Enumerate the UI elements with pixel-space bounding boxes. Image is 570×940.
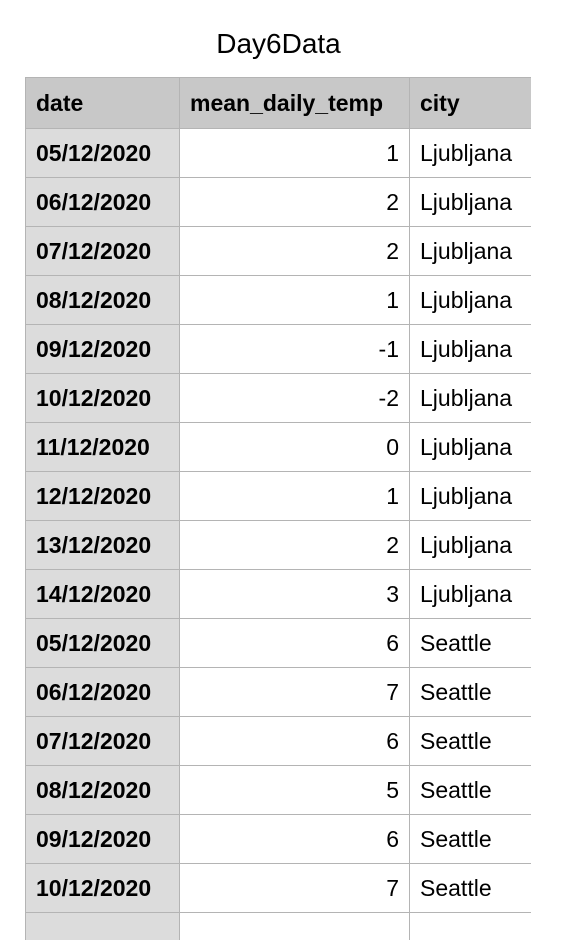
sheet-title: Day6Data: [216, 28, 341, 59]
cell-mean-daily-temp[interactable]: 5: [179, 765, 410, 815]
cell-date[interactable]: 14/12/2020: [25, 569, 180, 619]
cell-mean-daily-temp[interactable]: 2: [179, 520, 410, 570]
cell-date[interactable]: 12/12/2020: [25, 471, 180, 521]
table-row: 07/12/2020 6 Seattle: [25, 716, 531, 766]
cell-date[interactable]: 08/12/2020: [25, 765, 180, 815]
table-row: 05/12/2020 6 Seattle: [25, 618, 531, 668]
cell-mean-daily-temp[interactable]: 7: [179, 863, 410, 913]
cell-mean-daily-temp[interactable]: 1: [179, 471, 410, 521]
cell-city[interactable]: Ljubljana: [409, 275, 531, 325]
cell-mean-daily-temp[interactable]: 0: [179, 422, 410, 472]
cell-mean-daily-temp[interactable]: -2: [179, 373, 410, 423]
cell-date[interactable]: 09/12/2020: [25, 814, 180, 864]
cell-mean-daily-temp[interactable]: 2: [179, 226, 410, 276]
table-row: 10/12/2020 7 Seattle: [25, 863, 531, 913]
column-header-city[interactable]: city: [409, 77, 531, 129]
cell-date[interactable]: 07/12/2020: [25, 226, 180, 276]
cell-mean-daily-temp[interactable]: 1: [179, 275, 410, 325]
cell-date[interactable]: 10/12/2020: [25, 373, 180, 423]
cell-city[interactable]: Seattle: [409, 863, 531, 913]
data-table: date mean_daily_temp city 05/12/2020 1 Lju…: [25, 77, 531, 940]
table-row: 11/12/2020 0 Ljubljana: [25, 422, 531, 472]
cell-mean-daily-temp[interactable]: 2: [179, 177, 410, 227]
table-row: 07/12/2020 2 Ljubljana: [25, 226, 531, 276]
cell-mean-daily-temp[interactable]: -1: [179, 324, 410, 374]
cell-date[interactable]: [25, 912, 180, 940]
table-row: 10/12/2020 -2 Ljubljana: [25, 373, 531, 423]
cell-city[interactable]: Ljubljana: [409, 128, 531, 178]
cell-city[interactable]: [409, 912, 531, 940]
cell-date[interactable]: 11/12/2020: [25, 422, 180, 472]
cell-city[interactable]: Ljubljana: [409, 226, 531, 276]
table-row: 13/12/2020 2 Ljubljana: [25, 520, 531, 570]
cell-date[interactable]: 06/12/2020: [25, 667, 180, 717]
table-row: 14/12/2020 3 Ljubljana: [25, 569, 531, 619]
table-body: 05/12/2020 1 Ljubljana 06/12/2020 2 Ljubljana…: [25, 128, 531, 940]
table-row: 06/12/2020 7 Seattle: [25, 667, 531, 717]
table-row: 08/12/2020 5 Seattle: [25, 765, 531, 815]
table-row: 08/12/2020 1 Ljubljana: [25, 275, 531, 325]
cell-city[interactable]: Seattle: [409, 618, 531, 668]
table-viewport[interactable]: date mean_daily_temp city 05/12/2020 1 Lju…: [25, 77, 531, 940]
cell-date[interactable]: 09/12/2020: [25, 324, 180, 374]
table-row: 12/12/2020 1 Ljubljana: [25, 471, 531, 521]
column-header-mean-daily-temp[interactable]: mean_daily_temp: [179, 77, 410, 129]
table-row: [25, 912, 531, 940]
cell-mean-daily-temp[interactable]: 6: [179, 618, 410, 668]
cell-city[interactable]: Ljubljana: [409, 422, 531, 472]
table-row: 09/12/2020 -1 Ljubljana: [25, 324, 531, 374]
cell-date[interactable]: 06/12/2020: [25, 177, 180, 227]
table-row: 09/12/2020 6 Seattle: [25, 814, 531, 864]
cell-city[interactable]: Ljubljana: [409, 177, 531, 227]
cell-date[interactable]: 10/12/2020: [25, 863, 180, 913]
cell-city[interactable]: Ljubljana: [409, 520, 531, 570]
cell-city[interactable]: Seattle: [409, 814, 531, 864]
cell-city[interactable]: Ljubljana: [409, 324, 531, 374]
cell-mean-daily-temp[interactable]: [179, 912, 410, 940]
cell-mean-daily-temp[interactable]: 7: [179, 667, 410, 717]
cell-city[interactable]: Seattle: [409, 765, 531, 815]
cell-mean-daily-temp[interactable]: 6: [179, 716, 410, 766]
cell-city[interactable]: Ljubljana: [409, 569, 531, 619]
cell-city[interactable]: Ljubljana: [409, 471, 531, 521]
cell-date[interactable]: 05/12/2020: [25, 128, 180, 178]
cell-city[interactable]: Seattle: [409, 716, 531, 766]
cell-city[interactable]: Ljubljana: [409, 373, 531, 423]
cell-mean-daily-temp[interactable]: 3: [179, 569, 410, 619]
cell-date[interactable]: 08/12/2020: [25, 275, 180, 325]
column-header-date[interactable]: date: [25, 77, 180, 129]
header-row: date mean_daily_temp city: [25, 77, 531, 129]
table-row: 06/12/2020 2 Ljubljana: [25, 177, 531, 227]
cell-mean-daily-temp[interactable]: 6: [179, 814, 410, 864]
table-row: 05/12/2020 1 Ljubljana: [25, 128, 531, 178]
cell-date[interactable]: 13/12/2020: [25, 520, 180, 570]
cell-city[interactable]: Seattle: [409, 667, 531, 717]
cell-date[interactable]: 07/12/2020: [25, 716, 180, 766]
cell-date[interactable]: 05/12/2020: [25, 618, 180, 668]
cell-mean-daily-temp[interactable]: 1: [179, 128, 410, 178]
